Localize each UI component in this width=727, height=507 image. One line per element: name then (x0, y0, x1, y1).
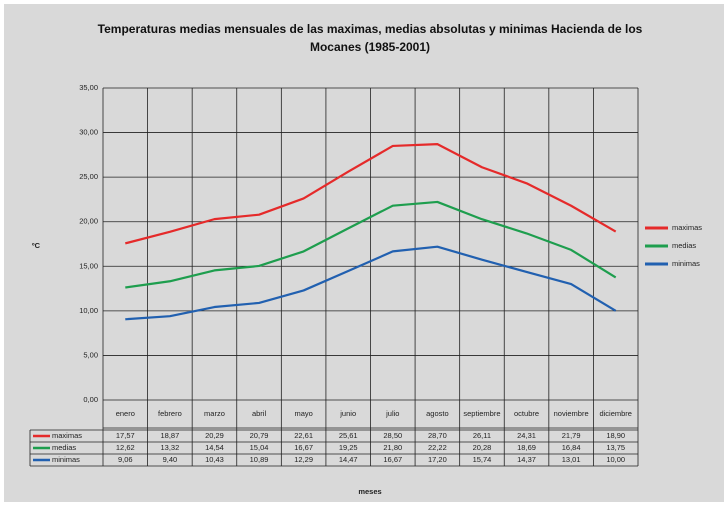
table-value: 25,61 (339, 431, 358, 440)
table-value: 17,57 (116, 431, 135, 440)
table-series-name: minimas (52, 455, 80, 464)
y-tick-label: 15,00 (79, 261, 98, 270)
table-value: 10,89 (250, 455, 269, 464)
table-value: 13,32 (160, 443, 179, 452)
x-tick-label: julio (385, 409, 399, 418)
table-series-name: medias (52, 443, 76, 452)
y-tick-label: 5,00 (83, 350, 98, 359)
x-tick-label: mayo (294, 409, 312, 418)
table-value: 20,79 (250, 431, 269, 440)
table-value: 16,67 (294, 443, 313, 452)
legend-label: minimas (672, 259, 700, 268)
series-line (125, 143, 617, 245)
table-value: 16,67 (383, 455, 402, 464)
table-value: 21,79 (562, 431, 581, 440)
y-tick-label: 20,00 (79, 217, 98, 226)
table-series-name: maximas (52, 431, 82, 440)
table-value: 10,00 (606, 455, 625, 464)
table-value: 28,50 (383, 431, 402, 440)
table-value: 9,40 (163, 455, 178, 464)
table-value: 9,06 (118, 455, 133, 464)
table-value: 13,75 (606, 443, 625, 452)
table-value: 14,54 (205, 443, 224, 452)
y-tick-label: 0,00 (83, 395, 98, 404)
table-value: 24,31 (517, 431, 536, 440)
legend-label: maximas (672, 223, 702, 232)
y-tick-label: 35,00 (79, 83, 98, 92)
x-tick-label: octubre (514, 409, 539, 418)
table-value: 18,90 (606, 431, 625, 440)
table-value: 22,61 (294, 431, 313, 440)
x-tick-label: marzo (204, 409, 225, 418)
table-value: 12,29 (294, 455, 313, 464)
x-tick-label: septiembre (463, 409, 500, 418)
x-tick-label: agosto (426, 409, 449, 418)
y-tick-label: 10,00 (79, 306, 98, 315)
table-value: 20,28 (473, 443, 492, 452)
x-tick-label: febrero (158, 409, 182, 418)
table-value: 12,62 (116, 443, 135, 452)
table-value: 16,84 (562, 443, 581, 452)
table-value: 22,22 (428, 443, 447, 452)
table-value: 28,70 (428, 431, 447, 440)
table-value: 13,01 (562, 455, 581, 464)
table-value: 21,80 (383, 443, 402, 452)
y-tick-label: 25,00 (79, 172, 98, 181)
table-value: 14,37 (517, 455, 536, 464)
table-value: 18,69 (517, 443, 536, 452)
legend-label: medias (672, 241, 696, 250)
y-tick-label: 30,00 (79, 128, 98, 137)
x-tick-label: abril (252, 409, 267, 418)
table-value: 10,43 (205, 455, 224, 464)
table-value: 20,29 (205, 431, 224, 440)
x-axis-label: meses (358, 487, 381, 496)
table-value: 19,25 (339, 443, 358, 452)
table-value: 15,74 (473, 455, 492, 464)
y-axis-label: ºC (32, 241, 41, 250)
x-tick-label: junio (339, 409, 356, 418)
table-value: 26,11 (473, 431, 491, 440)
table-value: 18,87 (160, 431, 179, 440)
x-tick-label: noviembre (554, 409, 589, 418)
table-value: 14,47 (339, 455, 358, 464)
chart-background (4, 4, 724, 502)
series-line (125, 245, 617, 321)
chart-title: Temperaturas medias mensuales de las max… (97, 22, 643, 54)
table-value: 17,20 (428, 455, 447, 464)
series-line (125, 200, 617, 289)
x-tick-label: enero (116, 409, 135, 418)
x-tick-label: diciembre (599, 409, 632, 418)
table-value: 15,04 (250, 443, 269, 452)
